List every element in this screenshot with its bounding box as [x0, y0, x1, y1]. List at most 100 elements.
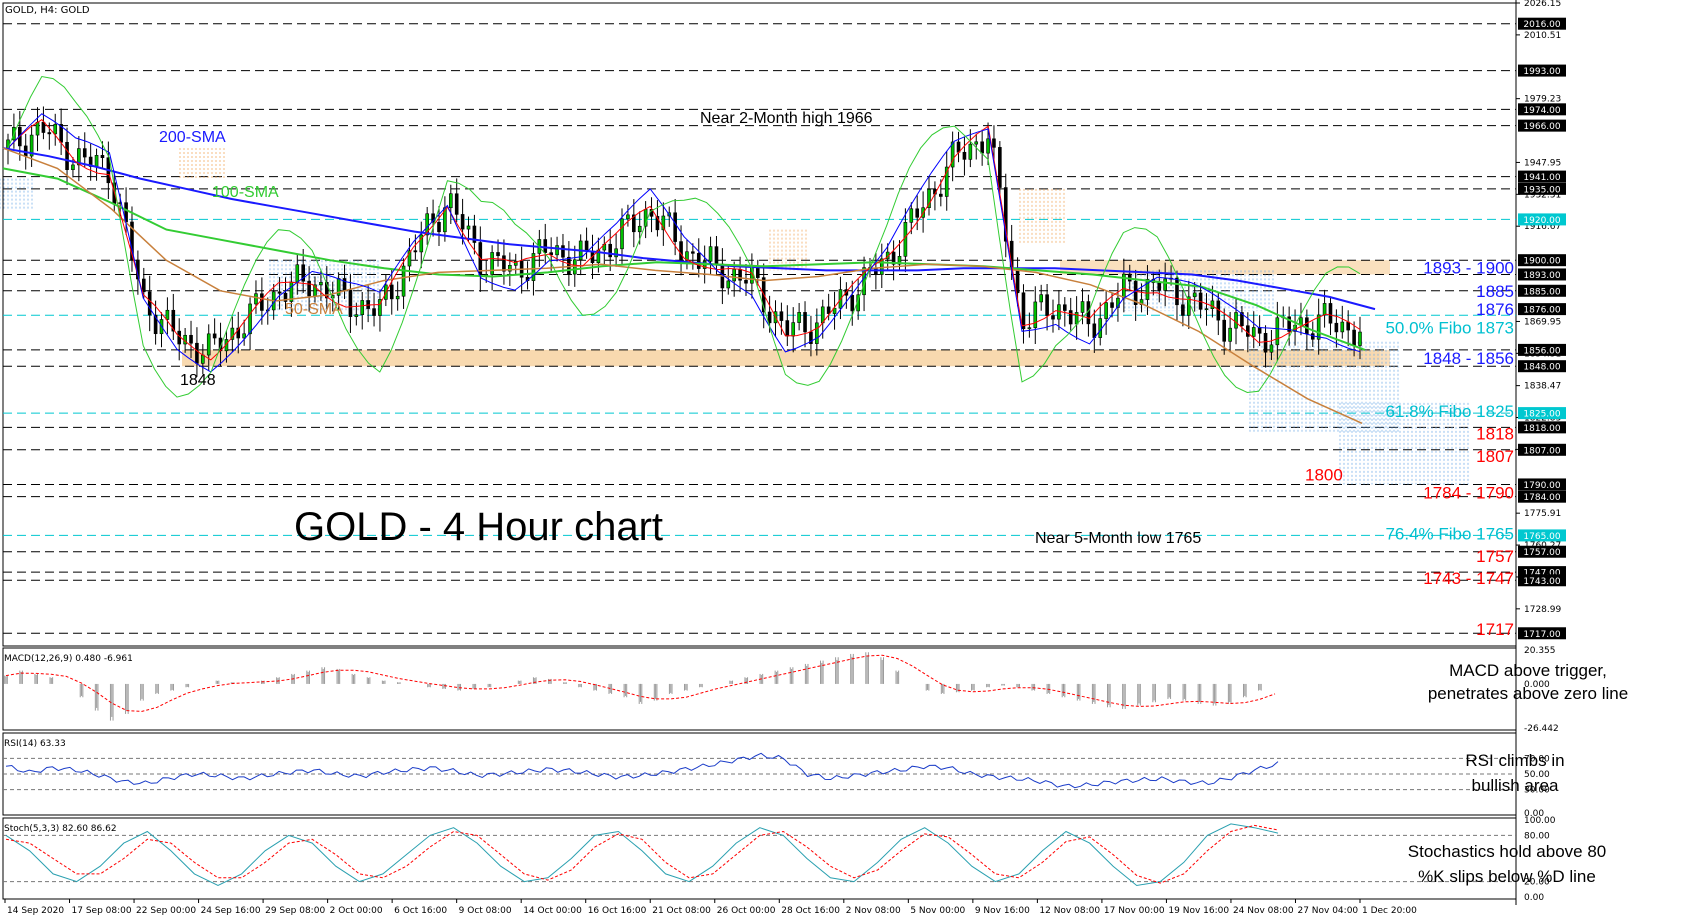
- candle-body: [620, 218, 624, 250]
- candle-body: [826, 306, 831, 314]
- candle-body: [685, 251, 689, 261]
- candle-body: [679, 241, 683, 261]
- candle-body: [655, 216, 660, 231]
- candle-body: [1063, 304, 1067, 311]
- candle-body: [283, 292, 288, 302]
- macd-signal-line: [5, 654, 1276, 712]
- chart-annotation: 1848: [180, 372, 216, 389]
- candle-body: [1181, 304, 1185, 316]
- candle-body: [1310, 333, 1315, 340]
- candle-body: [673, 212, 677, 242]
- candle-body: [1240, 312, 1244, 327]
- rsi-scale-label: 0.00: [1524, 809, 1544, 819]
- candle-body: [915, 208, 920, 218]
- candle-body: [1257, 327, 1262, 334]
- candle-body: [94, 155, 99, 167]
- candle-body: [531, 253, 536, 281]
- chart-annotation: Near 2-Month high 1966: [700, 110, 873, 127]
- candle-body: [41, 121, 46, 133]
- price-level-box: [1518, 170, 1566, 183]
- price-level-box-label: 1966.00: [1523, 122, 1560, 132]
- candle-body: [1210, 300, 1215, 310]
- candle-body: [879, 258, 884, 275]
- candle-body: [974, 141, 979, 145]
- level-label: 1848 - 1856: [1423, 349, 1514, 368]
- candle-body: [962, 151, 967, 160]
- candle-body: [141, 278, 146, 293]
- candle-body: [437, 221, 441, 233]
- price-level-box: [1518, 490, 1566, 503]
- candle-body: [950, 141, 955, 168]
- price-level-box: [1518, 303, 1566, 316]
- candle-body: [189, 334, 193, 344]
- candle-body: [419, 234, 424, 253]
- pane-frame: [2, 817, 1517, 900]
- candle-body: [696, 253, 701, 269]
- rsi-title: RSI(14) 63.33: [4, 739, 66, 749]
- stoch-scale-label: 0.00: [1524, 893, 1544, 903]
- stochastics-pane: 100.00 80.00 20.00 0.00: [3, 816, 1556, 903]
- candle-body: [986, 138, 990, 154]
- x-tick-label: 9 Nov 16:00: [975, 906, 1030, 916]
- candle-body: [1027, 327, 1032, 330]
- candle-body: [1228, 327, 1232, 342]
- x-tick-label: 14 Oct 00:00: [523, 906, 582, 916]
- macd-note-line1: MACD above trigger,: [1449, 661, 1607, 680]
- price-level-box-label: 1848.00: [1523, 363, 1560, 373]
- price-level-box: [1518, 182, 1566, 195]
- candle-body: [632, 214, 636, 233]
- candle-body: [47, 132, 52, 135]
- level-label: 1818: [1476, 424, 1514, 443]
- candle-body: [407, 250, 412, 267]
- candle-body: [785, 320, 790, 337]
- level-label: 1876: [1476, 300, 1514, 319]
- price-level-box: [1518, 213, 1566, 226]
- candle-body: [325, 282, 329, 299]
- candle-body: [372, 308, 376, 316]
- sma-line-200-sma: [2, 147, 1376, 311]
- main-price-pane: 2026.15 2010.51 1979.23 1947.95 1932.31 1916.…: [0, 0, 1566, 905]
- candle-body: [767, 311, 772, 324]
- candle-body: [354, 314, 359, 317]
- candle-body: [1003, 187, 1008, 242]
- candle-body: [1340, 321, 1345, 333]
- price-level-box-label: 1765.00: [1523, 532, 1560, 542]
- chart-annotation: 100-SMA: [212, 184, 279, 201]
- candle-body: [614, 248, 618, 258]
- price-tick-label: 1916.67: [1524, 222, 1561, 232]
- candle-body: [850, 294, 855, 312]
- candle-body: [1263, 332, 1268, 353]
- candle-body: [1322, 303, 1327, 316]
- x-tick-label: 6 Oct 16:00: [394, 906, 447, 916]
- candle-body: [460, 214, 465, 230]
- candle-body: [1334, 322, 1339, 333]
- candle-body: [1346, 321, 1350, 331]
- candle-body: [903, 222, 908, 257]
- candle-body: [1175, 277, 1179, 306]
- level-label: 1893 - 1900: [1423, 258, 1514, 277]
- candle-body: [939, 193, 943, 197]
- level-label: 1717: [1476, 620, 1514, 639]
- price-level-box: [1518, 574, 1566, 587]
- candle-body: [1021, 292, 1026, 330]
- x-tick-label: 22 Sep 00:00: [136, 906, 196, 916]
- level-label: 1885: [1476, 282, 1514, 301]
- candle-body: [77, 148, 81, 166]
- candle-body: [230, 327, 235, 340]
- candle-body: [714, 246, 719, 265]
- sma-line-50-sma: [2, 147, 1363, 424]
- price-tick-label: 2026.15: [1524, 0, 1561, 9]
- candle-body: [82, 148, 87, 158]
- candle-body: [927, 189, 931, 209]
- candle-body: [360, 300, 365, 315]
- price-level-box-label: 1876.00: [1523, 306, 1560, 316]
- price-tick-label: 1979.23: [1524, 95, 1561, 105]
- x-tick-label: 2 Nov 08:00: [846, 906, 901, 916]
- x-tick-label: 21 Oct 08:00: [652, 906, 711, 916]
- x-tick-label: 27 Nov 04:00: [1297, 906, 1358, 916]
- level-label: 61.8% Fibo 1825: [1385, 402, 1514, 421]
- price-level-box-label: 1757.00: [1523, 548, 1560, 558]
- rsi-note-line1: RSI climbs in: [1465, 751, 1564, 770]
- candle-body: [1305, 317, 1309, 334]
